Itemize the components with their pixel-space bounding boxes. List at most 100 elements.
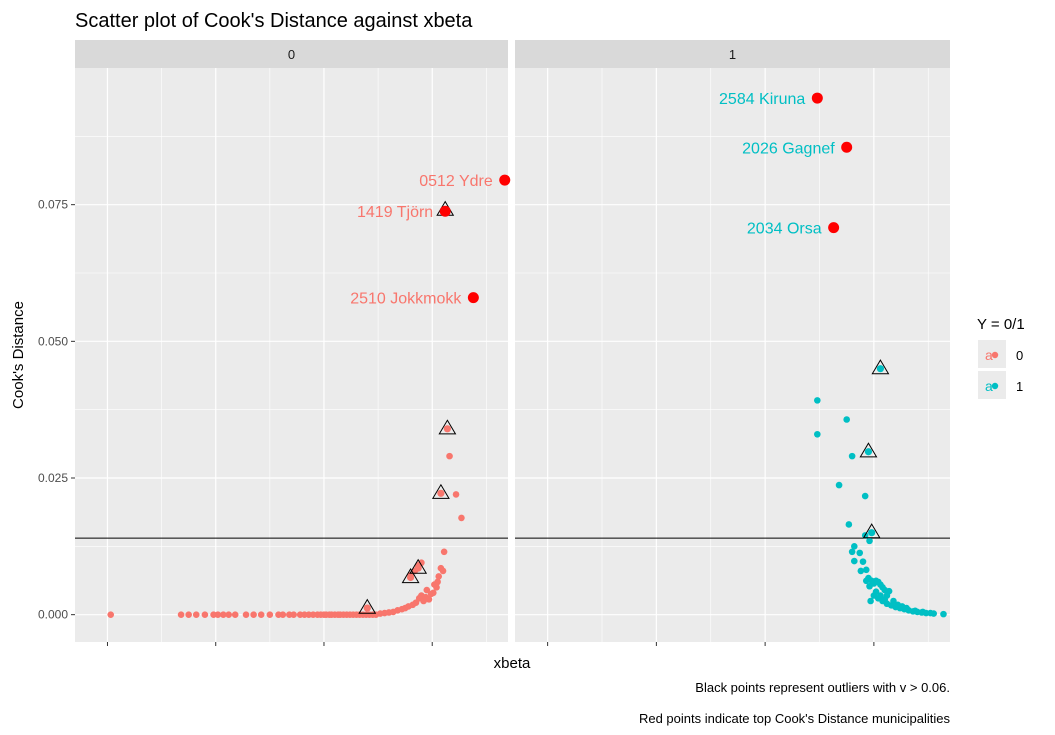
data-point <box>220 611 227 618</box>
outlier-triangle-marker <box>438 419 457 435</box>
data-point <box>843 416 850 423</box>
data-point <box>814 397 821 404</box>
top-point-label: 2510 Jokkmokk <box>350 291 462 308</box>
data-point <box>279 611 287 618</box>
outlier-point <box>876 365 885 373</box>
x-axis-title: xbeta <box>494 655 531 672</box>
data-point <box>430 589 437 597</box>
data-point <box>452 491 460 498</box>
top-point-label: 0512 Ydre <box>419 173 493 190</box>
x-axis <box>106 642 875 646</box>
data-point <box>861 492 869 500</box>
data-point <box>866 582 873 590</box>
outlier-triangle-marker <box>859 442 878 458</box>
data-point <box>866 537 873 545</box>
data-point <box>185 611 192 618</box>
outlier-triangle-marker <box>409 558 428 574</box>
panel-0-grid <box>75 68 508 642</box>
data-point <box>890 597 897 605</box>
y-axis-title: Cook's Distance <box>10 301 27 409</box>
top-cooks-point <box>828 222 840 234</box>
data-point <box>851 557 858 565</box>
outlier-point <box>414 564 422 572</box>
data-point <box>862 566 870 574</box>
data-point <box>872 588 880 596</box>
data-point <box>856 549 864 557</box>
legend-key-0-point <box>991 351 999 359</box>
data-point <box>851 543 858 550</box>
caption-top-points: Red points indicate top Cook's Distance … <box>639 711 951 726</box>
data-point <box>257 611 265 618</box>
data-point <box>927 609 934 617</box>
legend-key-0-glyph: a <box>985 347 993 363</box>
data-point <box>434 578 441 586</box>
top-cooks-point <box>467 292 479 304</box>
panel-1-background <box>515 68 950 642</box>
data-point <box>231 611 239 618</box>
data-point <box>859 558 867 565</box>
data-point <box>877 592 884 599</box>
data-point <box>867 597 874 605</box>
outlier-point <box>443 425 451 433</box>
facet-panel-0: 0 1419 Tjörn 0512 Ydre 2510 Jokkmokk <box>75 40 511 642</box>
data-point <box>458 514 465 522</box>
data-point <box>177 611 185 618</box>
panel-1-marks: 2584 Kiruna 2026 Gagnef 2034 Orsa <box>515 91 950 618</box>
legend-label-0: 0 <box>1016 348 1023 363</box>
y-tick-label: 0.025 <box>38 471 68 485</box>
outlier-point <box>406 573 415 582</box>
top-point-label: 2026 Gagnef <box>742 140 835 157</box>
data-point <box>418 559 425 567</box>
data-point <box>225 611 233 618</box>
data-point <box>911 607 919 615</box>
top-cooks-point <box>811 92 823 104</box>
data-point <box>107 611 115 618</box>
panel-0-marks: 1419 Tjörn 0512 Ydre 2510 Jokkmokk <box>75 173 511 618</box>
data-point <box>881 596 889 603</box>
y-tick-label: 0.050 <box>38 334 68 348</box>
data-point <box>192 611 200 618</box>
y-tick-label: 0.075 <box>38 198 68 212</box>
y-axis: 0.000 0.025 0.050 0.075 <box>38 198 75 622</box>
data-point <box>425 596 433 603</box>
data-point <box>919 608 927 616</box>
data-point <box>201 611 209 618</box>
y-tick-label: 0.000 <box>38 608 68 622</box>
data-point <box>439 567 447 575</box>
top-cooks-point <box>841 141 853 153</box>
data-point <box>290 611 297 618</box>
data-point <box>214 611 222 618</box>
outlier-point <box>363 604 371 612</box>
data-point <box>903 604 910 612</box>
top-cooks-point <box>499 174 511 186</box>
data-point <box>446 452 453 460</box>
strip-0-label: 0 <box>288 47 295 62</box>
panel-0-background <box>75 68 508 642</box>
data-point <box>435 573 443 580</box>
data-point <box>250 611 257 618</box>
chart-title: Scatter plot of Cook's Distance against … <box>75 10 473 32</box>
outlier-point <box>437 489 445 497</box>
data-point <box>857 567 865 575</box>
legend-label-1: 1 <box>1016 379 1023 394</box>
legend-key-1-glyph: a <box>985 378 993 394</box>
outlier-point <box>868 529 876 537</box>
panel-1-grid <box>515 68 950 642</box>
outlier-triangle-marker <box>401 568 420 584</box>
top-point-label: 1419 Tjörn <box>357 204 433 221</box>
outlier-triangle-marker <box>862 523 881 539</box>
facet-panel-1: 1 2584 Kiruna 2026 Gagnef 2034 Orsa <box>515 40 950 642</box>
data-point <box>848 548 856 556</box>
legend: Y = 0/1 a 0 a 1 <box>977 316 1025 399</box>
top-point-label: 2034 Orsa <box>747 221 822 238</box>
top-point-label: 2584 Kiruna <box>719 91 805 108</box>
legend-key-1-point <box>991 382 999 390</box>
data-point <box>440 548 448 556</box>
data-point <box>848 452 856 460</box>
data-point <box>814 430 821 438</box>
strip-1-label: 1 <box>729 47 736 62</box>
outlier-triangle-marker <box>871 359 890 375</box>
data-point <box>266 611 274 618</box>
legend-title: Y = 0/1 <box>977 316 1025 333</box>
